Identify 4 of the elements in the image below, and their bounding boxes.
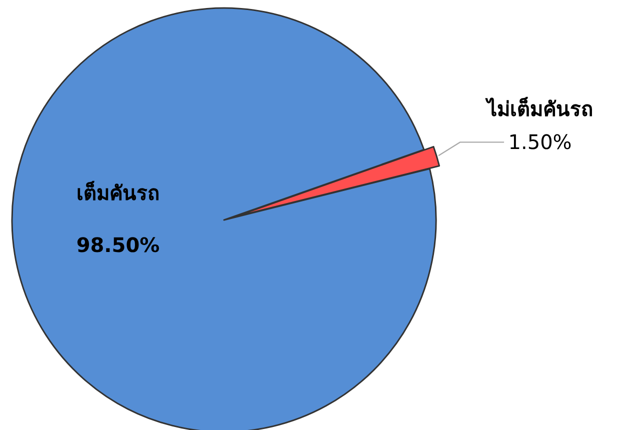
- data-label: 98.50%: [76, 233, 160, 257]
- slice-label: เต็มคันรถ: [76, 180, 160, 205]
- data-label: 1.50%: [508, 130, 572, 154]
- slice-label: ไม่เต็มคันรถ: [485, 96, 594, 122]
